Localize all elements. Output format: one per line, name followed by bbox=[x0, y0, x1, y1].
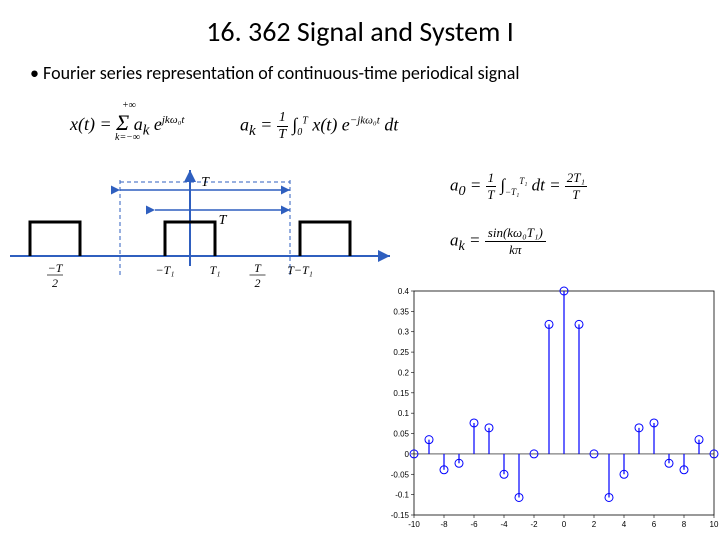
slide: 16. 362 Signal and System I Fourier seri… bbox=[0, 0, 720, 540]
svg-text:0.25: 0.25 bbox=[393, 348, 409, 357]
svg-text:2: 2 bbox=[592, 520, 597, 529]
svg-text:−T: −T bbox=[48, 261, 64, 275]
svg-text:8: 8 bbox=[682, 520, 687, 529]
svg-text:-8: -8 bbox=[440, 520, 448, 529]
svg-text:-4: -4 bbox=[500, 520, 508, 529]
svg-text:0: 0 bbox=[562, 520, 567, 529]
eq-ak-def: ak = 1T ∫0T x(t) e−jkω₀t dt bbox=[240, 110, 398, 143]
svg-text:0.15: 0.15 bbox=[393, 389, 409, 398]
svg-text:10: 10 bbox=[710, 520, 719, 529]
bullet-line: Fourier series representation of continu… bbox=[30, 62, 519, 84]
svg-text:-0.15: -0.15 bbox=[391, 511, 410, 520]
svg-text:−T₁: −T₁ bbox=[156, 263, 175, 277]
svg-text:0.35: 0.35 bbox=[393, 307, 409, 316]
svg-text:0.4: 0.4 bbox=[398, 287, 410, 296]
svg-text:0.2: 0.2 bbox=[398, 368, 410, 377]
svg-text:T: T bbox=[201, 175, 210, 190]
eq-xt-low: k=−∞ bbox=[115, 132, 140, 143]
svg-text:T₁: T₁ bbox=[210, 263, 221, 277]
svg-text:-10: -10 bbox=[408, 520, 420, 529]
svg-text:-2: -2 bbox=[530, 520, 538, 529]
svg-text:-0.1: -0.1 bbox=[395, 491, 409, 500]
svg-text:6: 6 bbox=[652, 520, 657, 529]
sinc-stem-plot: -0.15 -0.1 -0.05 0 0.05 0.1 0.15 0.2 0.25 0.3 0.35… bbox=[380, 285, 720, 535]
svg-text:2: 2 bbox=[52, 276, 58, 290]
svg-text:0.1: 0.1 bbox=[398, 409, 410, 418]
svg-text:T: T bbox=[254, 261, 262, 275]
slide-title: 16. 362 Signal and System I bbox=[0, 14, 720, 49]
svg-text:-0.05: -0.05 bbox=[391, 470, 410, 479]
svg-text:T: T bbox=[219, 213, 228, 228]
svg-text:0: 0 bbox=[405, 450, 410, 459]
svg-text:0.05: 0.05 bbox=[393, 430, 409, 439]
eq-a0: a0 = 1T ∫−T₁T₁ dt = 2T₁T bbox=[450, 170, 587, 203]
svg-text:T−T₁: T−T₁ bbox=[287, 263, 313, 277]
svg-text:-6: -6 bbox=[470, 520, 478, 529]
svg-text:0.3: 0.3 bbox=[398, 328, 410, 337]
eq-ak-sinc: ak = sin(kω₀T₁)kπ bbox=[450, 225, 546, 258]
pulse-train-diagram: TT−T2−T₁T₁T2T−T₁ bbox=[10, 160, 410, 310]
eq-xt-high: +∞ bbox=[122, 100, 136, 111]
svg-text:2: 2 bbox=[255, 276, 261, 290]
svg-text:4: 4 bbox=[622, 520, 627, 529]
